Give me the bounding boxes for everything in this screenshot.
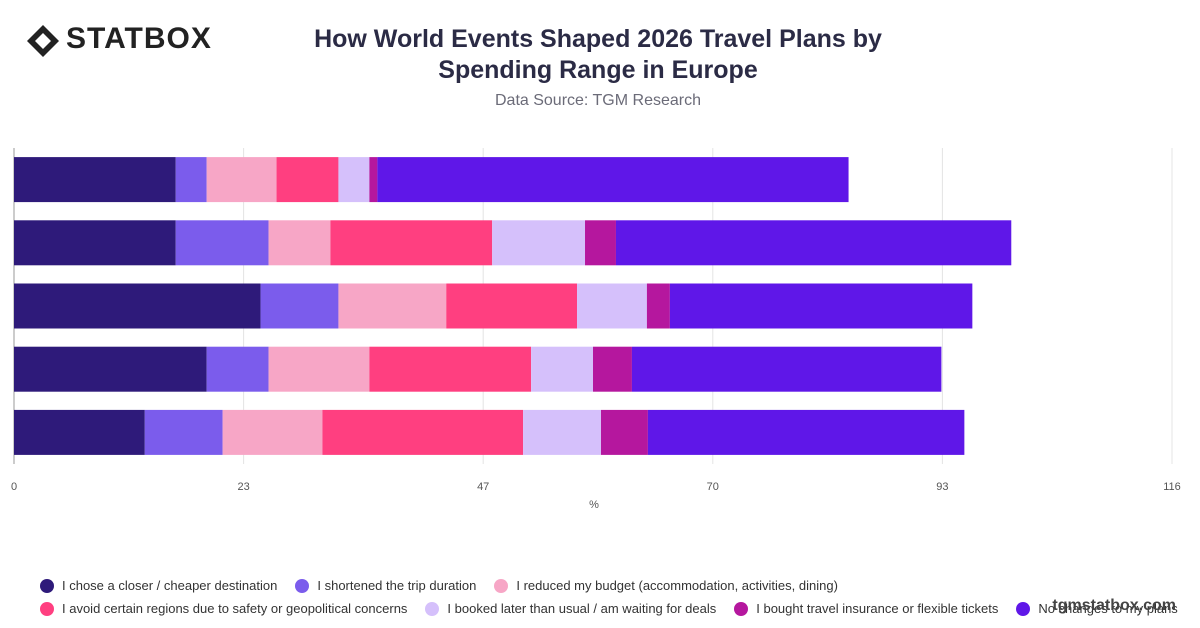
bar-segment (446, 283, 578, 329)
bar-segment (523, 409, 601, 455)
x-tick-label: 93 (936, 481, 948, 493)
bar-segment (175, 220, 269, 266)
x-tick-label: 23 (237, 481, 249, 493)
x-tick-label: 70 (707, 481, 719, 493)
bar-segment (268, 220, 331, 266)
bar-segment (14, 346, 207, 392)
x-tick-label: 47 (477, 481, 489, 493)
bar-segment (206, 346, 269, 392)
bar-segment (585, 220, 616, 266)
chart: % 0 23 47 70 93 116 (11, 148, 1181, 511)
bar-segment (369, 157, 378, 203)
legend-swatch (734, 601, 749, 616)
bar-segment (492, 220, 586, 266)
bar-segment (206, 157, 277, 203)
legend-item[interactable]: I shortened the trip duration (295, 578, 476, 593)
chart-title: How World Events Shaped 2026 Travel Plan… (314, 25, 882, 84)
legend-swatch (295, 578, 310, 593)
legend-label: I shortened the trip duration (317, 578, 477, 593)
watermark: tgmstatbox.com (1052, 597, 1176, 614)
bar-segment (222, 409, 323, 455)
bar-segment (600, 409, 648, 455)
x-axis-label: % (589, 499, 599, 511)
legend-item[interactable]: I reduced my budget (accommodation, acti… (494, 578, 838, 593)
x-tick-label: 116 (1163, 481, 1181, 493)
legend-item[interactable]: I chose a closer / cheaper destination (40, 578, 277, 593)
bar-segment (377, 157, 849, 203)
bar-segment (14, 157, 176, 203)
bar-segment (615, 220, 1012, 266)
bar-segment (577, 283, 647, 329)
legend-swatch (40, 601, 54, 616)
logo-icon (27, 25, 59, 57)
bar-segment (14, 283, 261, 329)
bar-segment (631, 346, 942, 392)
bar-segment (647, 409, 965, 455)
legend-label: I avoid certain regions due to safety or… (62, 601, 408, 616)
bar-segment (144, 409, 223, 455)
bar-segment (338, 283, 447, 329)
legend-item[interactable]: No changes to my plans (1016, 601, 1178, 616)
legend-label: No changes to my plans (1038, 601, 1178, 616)
legend-label: I reduced my budget (accommodation, acti… (516, 578, 838, 593)
bar-segment (14, 409, 145, 455)
bar-segment (330, 220, 493, 266)
chart-subtitle: Data Source: TGM Research (494, 92, 701, 109)
legend-item[interactable]: I booked later than usual / am waiting f… (425, 601, 716, 616)
legend-swatch (40, 578, 54, 593)
bar-segment (646, 283, 670, 329)
logo: STATBOX (66, 22, 212, 55)
bar-segment (260, 283, 339, 329)
bar-segment (593, 346, 632, 392)
legend-label: I booked later than usual / am waiting f… (447, 601, 717, 616)
legend-swatch (494, 578, 509, 593)
bar-segment (322, 409, 524, 455)
legend-swatch (1016, 601, 1031, 616)
legend-item[interactable]: I avoid certain regions due to safety or… (40, 601, 407, 616)
legend-row: I chose a closer / cheaper destination I … (40, 578, 1178, 593)
x-tick-label: 0 (11, 481, 17, 493)
bar-segment (14, 220, 176, 266)
legend-label: I chose a closer / cheaper destination (62, 578, 278, 593)
bar-segment (276, 157, 339, 203)
bar-segment (669, 283, 973, 329)
bar-segment (369, 346, 532, 392)
legend-item[interactable]: I bought travel insurance or flexible ti… (734, 601, 998, 616)
bar-segment (268, 346, 370, 392)
bar-segment (338, 157, 370, 203)
legend-label: I bought travel insurance or flexible ti… (756, 601, 999, 616)
bar-segment (531, 346, 593, 392)
legend-swatch (425, 601, 440, 616)
legend-row: I avoid certain regions due to safety or… (40, 601, 1178, 616)
legend: I chose a closer / cheaper destination I … (40, 578, 1178, 624)
bar-segment (175, 157, 207, 203)
